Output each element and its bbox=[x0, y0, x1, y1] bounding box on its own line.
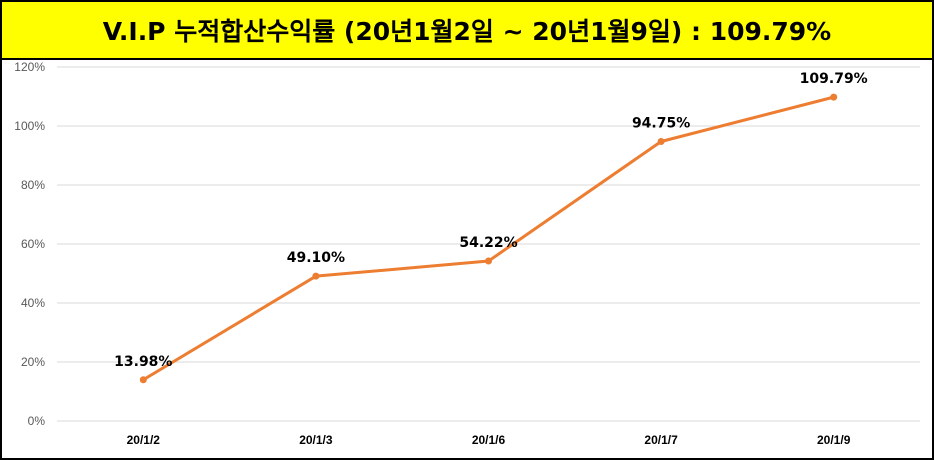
data-point bbox=[485, 257, 492, 265]
data-label: 94.75% bbox=[632, 115, 690, 131]
data-point bbox=[830, 93, 838, 101]
x-tick-label: 20/1/9 bbox=[817, 433, 851, 447]
data-point bbox=[312, 272, 320, 280]
y-tick-label: 80% bbox=[21, 178, 45, 192]
title-bar: V.I.P 누적합산수익률 (20년1월2일 ~ 20년1월9일) : 109.… bbox=[2, 2, 932, 60]
data-label: 109.79% bbox=[800, 71, 868, 87]
y-tick-label: 100% bbox=[14, 119, 45, 133]
x-tick-label: 20/1/2 bbox=[127, 433, 161, 447]
y-tick-label: 40% bbox=[21, 296, 45, 310]
y-tick-label: 120% bbox=[14, 60, 45, 74]
data-label: 13.98% bbox=[114, 354, 172, 370]
data-label: 54.22% bbox=[459, 235, 517, 251]
y-tick-label: 20% bbox=[21, 355, 45, 369]
x-tick-label: 20/1/7 bbox=[644, 433, 678, 447]
data-point bbox=[657, 137, 665, 145]
y-tick-label: 0% bbox=[28, 414, 46, 428]
chart-title: V.I.P 누적합산수익률 (20년1월2일 ~ 20년1월9일) : 109.… bbox=[102, 17, 832, 46]
data-point bbox=[139, 376, 147, 384]
y-tick-label: 60% bbox=[21, 237, 45, 251]
x-tick-label: 20/1/6 bbox=[472, 433, 506, 447]
data-label: 49.10% bbox=[287, 250, 345, 266]
x-tick-label: 20/1/3 bbox=[299, 433, 333, 447]
